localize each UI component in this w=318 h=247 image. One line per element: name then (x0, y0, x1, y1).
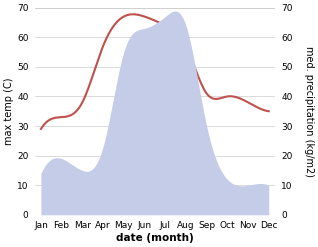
Y-axis label: med. precipitation (kg/m2): med. precipitation (kg/m2) (304, 46, 314, 177)
Y-axis label: max temp (C): max temp (C) (4, 78, 14, 145)
X-axis label: date (month): date (month) (116, 233, 194, 243)
